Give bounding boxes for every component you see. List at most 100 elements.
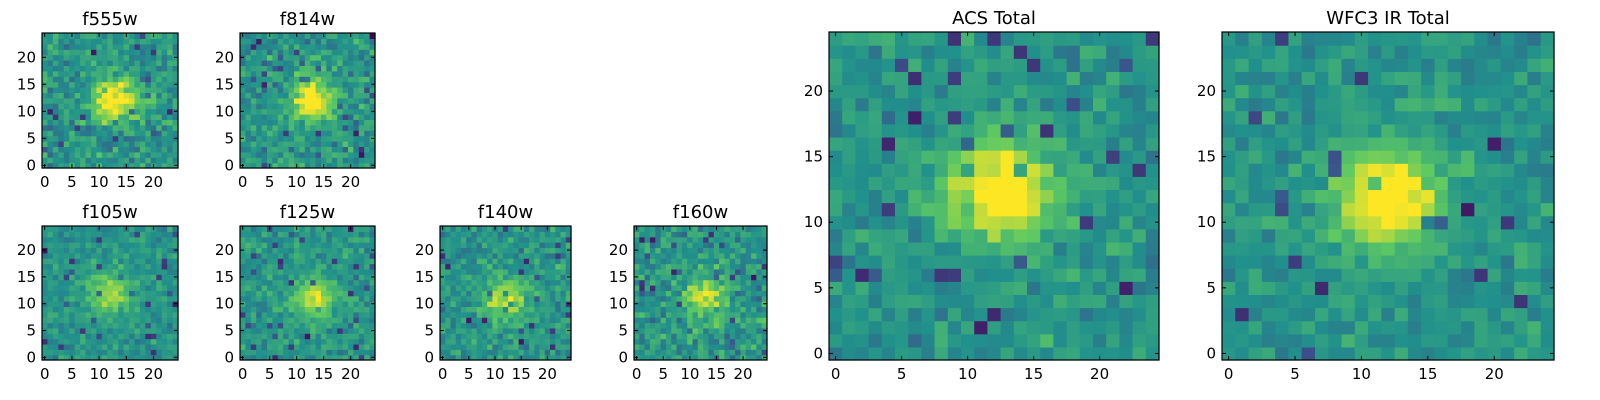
heatmap-cell (288, 103, 295, 110)
y-tick-label: 20 (215, 48, 234, 66)
heatmap-cell (676, 258, 683, 265)
heatmap-cell (118, 349, 125, 356)
heatmap-cell (96, 263, 103, 270)
heatmap-cell (518, 295, 525, 302)
heatmap-cell (1119, 294, 1134, 309)
heatmap-cell (534, 333, 541, 340)
heatmap-cell (331, 354, 338, 361)
heatmap-cell (96, 49, 103, 56)
heatmap-cell (272, 60, 279, 66)
heatmap-cell (497, 333, 504, 340)
heatmap-cell (1119, 202, 1134, 217)
heatmap-cell (358, 65, 365, 72)
heatmap-cell (497, 242, 504, 249)
heatmap-cell (80, 252, 87, 259)
heatmap-cell (502, 236, 509, 243)
heatmap-cell (74, 60, 81, 66)
heatmap-cell (1461, 228, 1475, 243)
heatmap-cell (85, 146, 92, 153)
heatmap-cell (961, 32, 975, 46)
heatmap-cell (735, 226, 741, 232)
heatmap-cell (639, 279, 646, 286)
heatmap-cell (342, 279, 349, 286)
heatmap-cell (481, 301, 488, 307)
heatmap-cell (348, 70, 354, 77)
heatmap-cell (353, 263, 360, 270)
heatmap-cell (337, 87, 344, 93)
heatmap-cell (745, 317, 752, 324)
heatmap-cell (156, 162, 163, 169)
heatmap-cell (267, 70, 273, 77)
heatmap-cell (299, 242, 306, 249)
heatmap-cell (42, 231, 49, 238)
heatmap-cell (294, 327, 300, 334)
heatmap-cell (96, 60, 103, 66)
heatmap-cell (129, 97, 136, 104)
heatmap-cell (708, 258, 715, 265)
heatmap-cell (1053, 281, 1068, 295)
heatmap-cell (348, 327, 354, 334)
heatmap-cell (523, 343, 530, 350)
heatmap-cell (96, 114, 103, 120)
heatmap-cell (172, 317, 179, 324)
heatmap-cell (150, 54, 157, 61)
heatmap-cell (315, 135, 322, 142)
heatmap-cell (947, 71, 962, 86)
heatmap-cell (676, 231, 683, 238)
heatmap-cell (842, 176, 856, 191)
heatmap-cell (1066, 45, 1081, 59)
heatmap-cell (513, 247, 520, 254)
heatmap-cell (85, 343, 92, 350)
heatmap-cell (369, 242, 376, 249)
heatmap-cell (337, 311, 344, 318)
heatmap-cell (63, 70, 70, 77)
heatmap-cell (107, 92, 114, 99)
heatmap-cell (466, 306, 473, 313)
heatmap-cell (172, 322, 179, 329)
heatmap-cell (304, 81, 311, 88)
heatmap-cell (649, 242, 656, 249)
heatmap-cell (150, 274, 157, 281)
heatmap-cell (107, 70, 114, 77)
heatmap-cell (337, 274, 344, 281)
heatmap-cell (342, 242, 349, 249)
heatmap-cell (761, 317, 768, 324)
heatmap-cell (294, 317, 300, 324)
heatmap-cell (342, 97, 349, 104)
heatmap-cell (342, 247, 349, 254)
heatmap-cell (369, 146, 376, 153)
heatmap-cell (1527, 215, 1542, 230)
heatmap-cell (134, 258, 141, 265)
heatmap-cell (267, 247, 273, 254)
heatmap-cell (129, 87, 136, 93)
x-tick-label: 10 (287, 173, 306, 191)
heatmap-cell (331, 97, 338, 104)
heatmap-cell (724, 349, 731, 356)
heatmap-cell (1314, 215, 1329, 230)
heatmap-cell (529, 322, 535, 329)
heatmap-cell (358, 226, 365, 232)
heatmap-cell (934, 294, 949, 309)
heatmap-cell (353, 258, 360, 265)
heatmap-cell (740, 290, 747, 297)
heatmap-cell (523, 317, 530, 324)
heatmap-cell (107, 311, 114, 318)
heatmap-cell (1119, 97, 1134, 112)
heatmap-cell (1368, 215, 1382, 230)
heatmap-cell (167, 268, 174, 275)
heatmap-cell (90, 103, 97, 110)
heatmap-cell (47, 97, 54, 104)
heatmap-cell (1407, 228, 1422, 243)
heatmap-cell (523, 306, 530, 313)
heatmap-cell (676, 226, 683, 232)
heatmap-cell (508, 322, 514, 329)
heatmap-cell (139, 135, 146, 142)
heatmap-cell (676, 349, 683, 356)
heatmap-cell (245, 268, 252, 275)
heatmap-cell (697, 252, 704, 259)
heatmap-cell (544, 231, 551, 238)
heatmap-cell (697, 327, 704, 334)
heatmap-cell (261, 295, 268, 302)
